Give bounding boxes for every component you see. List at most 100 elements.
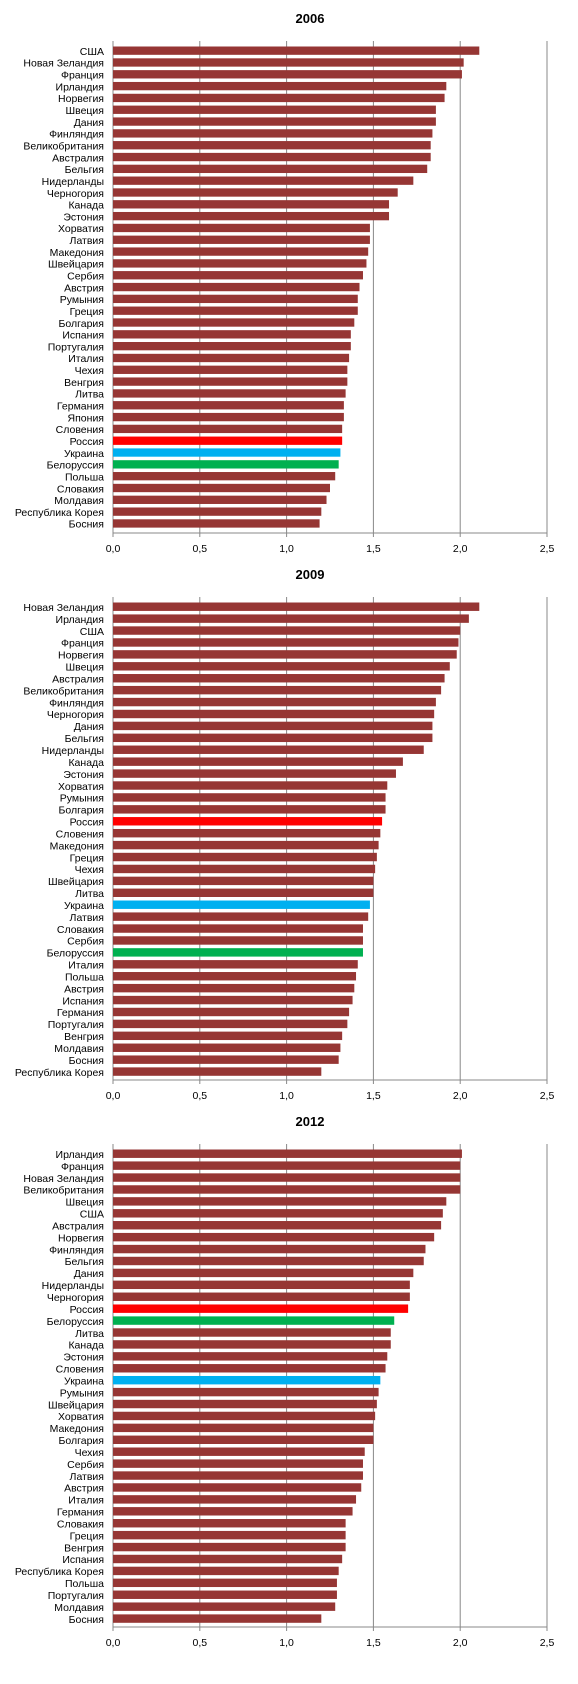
bar-швейцария <box>113 259 367 268</box>
bar-новая-зеландия <box>113 1173 461 1182</box>
category-label: Швейцария <box>48 259 104 271</box>
bar-великобритания <box>113 1185 461 1194</box>
bar-канада <box>113 200 390 209</box>
x-tick-label: 0,5 <box>192 1637 207 1649</box>
bar-италия <box>113 353 350 363</box>
category-label: Латвия <box>70 1471 104 1483</box>
category-label: Бельгия <box>65 733 104 745</box>
category-label: Нидерланды <box>42 1280 104 1292</box>
category-label: Черногория <box>47 1292 104 1304</box>
x-tick-label: 2,5 <box>540 1090 555 1102</box>
bar-ирландия <box>113 1149 462 1158</box>
category-label: Германия <box>57 1007 104 1019</box>
category-label: Германия <box>57 1507 104 1519</box>
category-label: Австрия <box>64 1483 104 1495</box>
bar-республика-корея <box>113 507 322 516</box>
category-label: Швейцария <box>48 876 104 888</box>
bar-нидерланды <box>113 1280 410 1290</box>
category-label: Норвегия <box>58 1232 104 1244</box>
bar-великобритания <box>113 141 431 150</box>
bar-бельгия <box>113 1256 424 1266</box>
category-label: Германия <box>57 401 104 413</box>
bar-франция <box>113 70 462 79</box>
bar-канада <box>113 757 403 766</box>
category-label: Литва <box>75 1328 104 1340</box>
bar-финляндия <box>113 129 433 138</box>
bar-босния <box>113 1614 322 1623</box>
bar-македония <box>113 247 369 256</box>
bar-италия <box>113 960 358 969</box>
bar-австралия <box>113 674 445 683</box>
bar-латвия <box>113 1471 363 1480</box>
bar-испания <box>113 995 353 1005</box>
bar-чехия <box>113 1447 365 1456</box>
category-label: Великобритания <box>23 1185 104 1197</box>
category-label: Черногория <box>47 709 104 721</box>
x-tick-label: 1,0 <box>279 543 294 555</box>
category-label: Хорватия <box>58 781 104 793</box>
bar-новая-зеландия <box>113 602 480 611</box>
category-label: Россия <box>70 1304 104 1316</box>
category-label: Латвия <box>70 235 104 247</box>
bar-республика-корея <box>113 1067 322 1076</box>
bar-эстония <box>113 1352 388 1361</box>
bar-австрия <box>113 1483 362 1492</box>
category-label: Новая Зеландия <box>23 602 104 614</box>
category-label: Италия <box>68 353 104 365</box>
bar-словения <box>113 424 343 434</box>
category-label: Молдавия <box>54 1602 104 1614</box>
bar-греция <box>113 852 377 862</box>
bar-словакия <box>113 483 330 493</box>
bar-россия <box>113 1304 409 1313</box>
bar-болгария <box>113 805 386 814</box>
bar-сша <box>113 1209 443 1218</box>
bar-украина <box>113 1375 381 1385</box>
bar-норвегия <box>113 650 457 659</box>
x-tick-label: 1,0 <box>279 1637 294 1649</box>
bar-сербия <box>113 936 363 945</box>
bar-эстония <box>113 769 396 778</box>
category-label: Босния <box>69 1055 104 1067</box>
bar-молдавия <box>113 1043 341 1052</box>
x-tick-label: 1,5 <box>366 543 381 555</box>
bar-словакия <box>113 924 363 933</box>
category-label: Норвегия <box>58 93 104 105</box>
category-label: Испания <box>62 330 104 342</box>
category-label: Греция <box>70 1530 104 1542</box>
bar-россия <box>113 436 343 445</box>
category-label: Австралия <box>52 673 104 685</box>
bar-австрия <box>113 983 355 993</box>
category-label: Австралия <box>52 1220 104 1232</box>
bar-румыния <box>113 294 358 304</box>
category-label: Бельгия <box>65 1256 104 1268</box>
bar-швеция <box>113 662 450 671</box>
bar-великобритания <box>113 685 442 695</box>
bar-австралия <box>113 1221 442 1230</box>
x-tick-label: 2,0 <box>453 1637 468 1649</box>
category-label: Румыния <box>60 1387 104 1399</box>
category-label: США <box>80 46 104 58</box>
bar-испания <box>113 1554 343 1564</box>
bar-босния <box>113 1055 339 1064</box>
bar-белоруссия <box>113 1316 395 1325</box>
bar-румыния <box>113 793 386 802</box>
bar-босния <box>113 519 320 528</box>
category-label: Венгрия <box>64 377 104 389</box>
category-label: Дания <box>74 117 104 129</box>
category-label: Швейцария <box>48 1399 104 1411</box>
bar-польша <box>113 1578 337 1588</box>
category-label: Греция <box>70 306 104 318</box>
category-label: Босния <box>69 519 104 531</box>
category-label: Польша <box>65 471 104 483</box>
x-tick-label: 2,5 <box>540 543 555 555</box>
category-label: Чехия <box>75 1447 104 1459</box>
category-label: Македония <box>50 1423 104 1435</box>
bar-бельгия <box>113 164 428 174</box>
category-label: Эстония <box>63 769 104 781</box>
category-label: Италия <box>68 1495 104 1507</box>
category-label: Эстония <box>63 1352 104 1364</box>
category-label: Испания <box>62 995 104 1007</box>
category-label: Венгрия <box>64 1542 104 1554</box>
bar-сербия <box>113 1459 363 1468</box>
